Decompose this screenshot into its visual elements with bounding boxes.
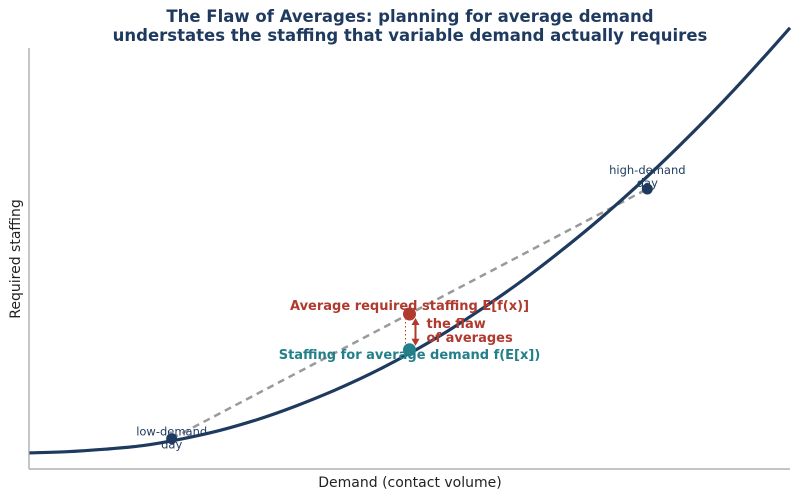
staffing-curve xyxy=(28,26,792,455)
plot-area xyxy=(28,26,792,455)
high-demand-point xyxy=(641,183,653,195)
staffing-average-annotation: Staffing for average demand f(E[x]) xyxy=(279,348,541,363)
chart-title-line-2: understates the staffing that variable d… xyxy=(113,26,708,45)
average-required-point xyxy=(403,307,416,321)
average-required-annotation: Average required staffing E[f(x)] xyxy=(290,299,529,314)
x-axis-label: Demand (contact volume) xyxy=(318,475,501,491)
high-demand-label-line-1: high-demand xyxy=(609,163,685,177)
gap-arrow-head-down xyxy=(411,338,420,346)
low-demand-label-line-2: day xyxy=(161,438,182,452)
low-demand-point xyxy=(166,433,178,445)
low-demand-label-line-1: low-demand xyxy=(136,425,207,439)
gap-arrow-head-up xyxy=(411,318,420,326)
gap-annotation-line-1: the flaw xyxy=(427,317,486,332)
y-axis-label: Required staffing xyxy=(8,199,24,318)
staffing-average-point xyxy=(403,343,416,357)
chart-title-line-1: The Flaw of Averages: planning for avera… xyxy=(166,7,653,26)
gap-annotation-line-2: of averages xyxy=(427,331,513,346)
high-demand-label-line-2: day xyxy=(637,176,658,190)
